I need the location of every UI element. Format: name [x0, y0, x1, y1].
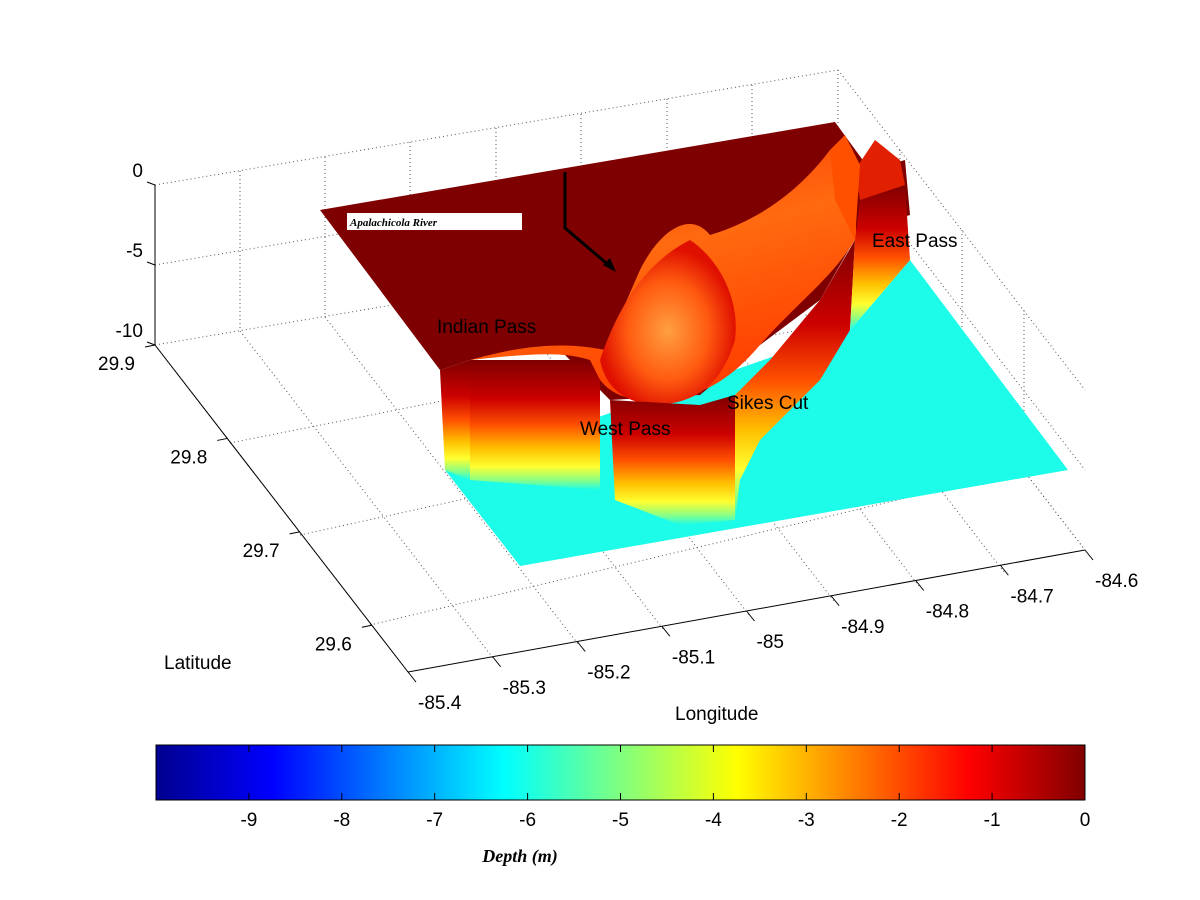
y-tick-mark [289, 531, 300, 535]
annotation-indian-pass: Indian Pass [437, 317, 536, 338]
x-tick-label: -85.1 [672, 647, 715, 668]
z-tick-label: -5 [126, 241, 143, 262]
colorbar-tick-label: 0 [1080, 810, 1091, 831]
colorbar-tick-label: -5 [612, 810, 629, 831]
depth-surface [320, 122, 1068, 566]
y-axis-label: Latitude [164, 653, 232, 674]
x-axis-label: Longitude [675, 704, 758, 725]
z-tick-label: -10 [116, 321, 143, 342]
x-tick-label: -84.6 [1095, 571, 1138, 592]
x-tick-label: -85.4 [418, 693, 462, 714]
x-tick-label: -85.3 [503, 678, 546, 699]
x-tick-label: -84.8 [926, 602, 969, 623]
x-tick-label: -84.7 [1010, 586, 1053, 607]
colorbar-tick-labels: -9 -8 -7 -6 -5 -4 -3 -2 -1 0 [240, 745, 1090, 831]
x-tick-labels: -85.4 -85.3 -85.2 -85.1 -85 -84.9 -84.8 -84.7 -8… [407, 549, 1138, 714]
colorbar-tick-label: -7 [426, 810, 443, 831]
x-tick-mark [576, 641, 586, 652]
z-tick-labels: -10 -5 0 [116, 161, 156, 346]
x-tick-mark [492, 656, 502, 668]
z-tick-label: 0 [132, 161, 143, 182]
y-tick-label: 29.9 [98, 354, 135, 375]
z-tick-mark [146, 341, 156, 346]
y-tick-mark [361, 624, 372, 628]
colorbar-tick-label: -1 [984, 810, 1001, 831]
y-tick-mark [144, 344, 156, 348]
colorbar-tick-label: -2 [891, 810, 908, 831]
x-tick-mark [1084, 549, 1094, 561]
colorbar-tick-label: -8 [333, 810, 350, 831]
annotation-east-pass: East Pass [872, 231, 958, 252]
colorbar-tick-label: -9 [240, 810, 257, 831]
y-tick-label: 29.6 [315, 634, 352, 655]
river-arrow [563, 172, 616, 272]
colorbar-tick-label: -6 [519, 810, 536, 831]
y-tick-labels: 29.6 29.7 29.8 29.9 [98, 344, 372, 655]
x-tick-mark [999, 564, 1009, 576]
annotation-sikes-cut: Sikes Cut [727, 393, 809, 414]
annotations: Apalachicola River East Pass Indian Pass We… [349, 217, 958, 440]
river-label [347, 213, 522, 230]
y-tick-label: 29.8 [170, 447, 207, 468]
x-tick-label: -84.9 [841, 617, 884, 638]
z-tick-mark [146, 261, 156, 266]
x-tick-mark [407, 671, 417, 683]
y-tick-label: 29.7 [243, 541, 280, 562]
x-tick-mark [661, 625, 671, 637]
annotation-west-pass: West Pass [580, 419, 670, 440]
x-tick-mark [746, 610, 755, 622]
x-tick-mark [830, 595, 840, 607]
colorbar-gradient [155, 744, 1086, 801]
colorbar-tick-label: -4 [705, 810, 722, 831]
colorbar-tick-label: -3 [798, 810, 815, 831]
z-tick-mark [146, 181, 156, 186]
x-tick-label: -85.2 [587, 663, 630, 684]
colorbar-label: Depth (m) [481, 846, 558, 867]
colorbar: -9 -8 -7 -6 -5 -4 -3 -2 -1 0 Depth (m) [155, 744, 1090, 867]
annotation-apalachicola-river: Apalachicola River [349, 217, 438, 229]
x-tick-label: -85 [757, 632, 784, 653]
x-tick-mark [915, 580, 925, 591]
y-tick-mark [217, 437, 228, 441]
